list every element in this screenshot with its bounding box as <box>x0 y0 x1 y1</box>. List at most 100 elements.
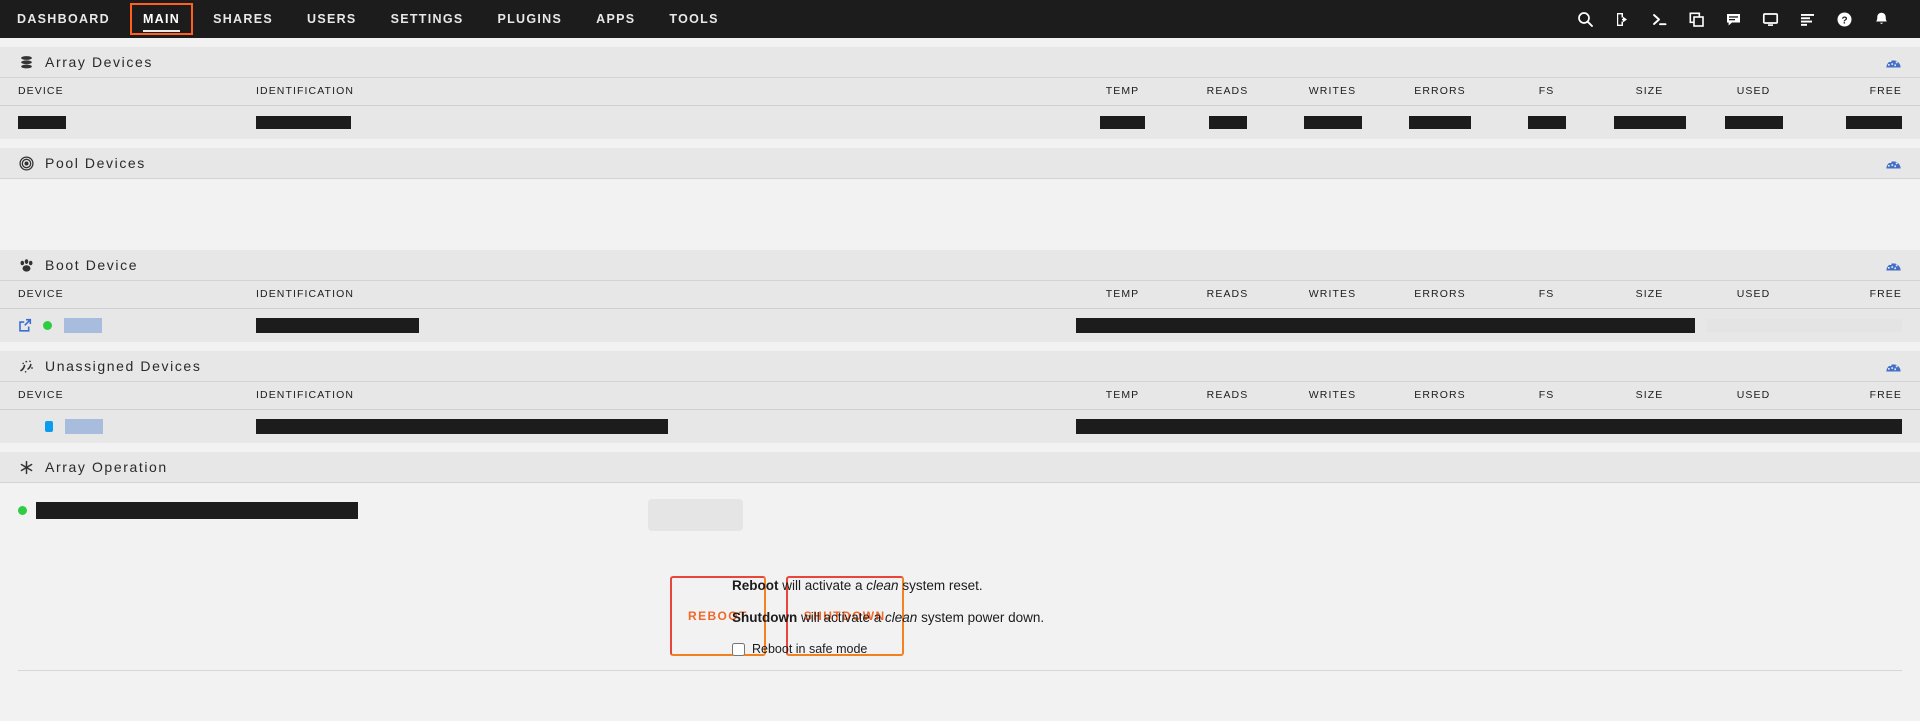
col-errors: ERRORS <box>1385 281 1495 309</box>
col-identification: IDENTIFICATION <box>250 78 1070 106</box>
redacted-device-name <box>64 418 103 434</box>
shutdown-description-bold: Shutdown <box>732 610 798 625</box>
col-reads: READS <box>1175 281 1280 309</box>
array-devices-header-row: DEVICE IDENTIFICATION TEMP READS WRITES … <box>0 78 1920 106</box>
col-writes: WRITES <box>1280 78 1385 106</box>
redacted-value <box>1208 115 1247 129</box>
redacted-value <box>256 418 668 434</box>
array-status-line <box>18 499 648 521</box>
table-row[interactable] <box>0 105 1920 139</box>
col-fs: FS <box>1495 382 1598 410</box>
shutdown-button[interactable]: SHUTDOWN <box>785 576 904 656</box>
reboot-description-bold: Reboot <box>732 578 779 593</box>
asterisk-icon <box>18 459 35 476</box>
cell-usage-bar <box>1701 308 1920 342</box>
status-square <box>45 420 54 432</box>
disk-platter-icon <box>18 155 35 172</box>
top-navigation-bar: DASHBOARD MAIN SHARES USERS SETTINGS PLU… <box>0 0 1920 38</box>
cell-fs <box>1495 105 1598 139</box>
monitor-icon[interactable] <box>1762 11 1779 28</box>
section-header-pool-devices: Pool Devices <box>0 148 1920 179</box>
redacted-value <box>1076 317 1695 333</box>
logout-icon[interactable] <box>1614 11 1631 28</box>
redacted-value <box>256 116 351 130</box>
bell-icon[interactable] <box>1873 11 1890 28</box>
globe-icon[interactable] <box>1885 258 1902 273</box>
nav-item-list: DASHBOARD MAIN SHARES USERS SETTINGS PLU… <box>0 0 736 38</box>
shutdown-description-em: clean <box>885 610 918 625</box>
terminal-icon[interactable] <box>1651 11 1668 28</box>
redacted-value <box>1076 418 1902 434</box>
col-temp: TEMP <box>1070 78 1175 106</box>
col-used: USED <box>1701 382 1806 410</box>
log-icon[interactable] <box>1799 11 1816 28</box>
col-identification: IDENTIFICATION <box>250 382 1070 410</box>
cell-device[interactable] <box>0 105 250 139</box>
svg-text:?: ? <box>1841 15 1847 26</box>
redacted-value <box>1846 115 1902 129</box>
col-writes: WRITES <box>1280 281 1385 309</box>
unassigned-devices-table: DEVICE IDENTIFICATION TEMP READS WRITES … <box>0 382 1920 443</box>
search-icon[interactable] <box>1577 11 1594 28</box>
nav-item-plugins[interactable]: PLUGINS <box>497 12 563 26</box>
globe-icon[interactable] <box>1885 156 1902 171</box>
table-row[interactable] <box>0 308 1920 342</box>
nav-item-apps[interactable]: APPS <box>596 12 636 26</box>
pool-devices-empty-body <box>0 179 1920 241</box>
section-header-unassigned-devices: Unassigned Devices <box>0 351 1920 382</box>
reboot-description-part2: system reset. <box>898 578 983 593</box>
nav-icon-group: ? <box>1577 11 1906 28</box>
col-temp: TEMP <box>1070 281 1175 309</box>
redacted-value <box>1409 115 1471 129</box>
paw-print-icon <box>18 257 35 274</box>
redacted-value <box>1303 115 1362 129</box>
col-fs: FS <box>1495 78 1598 106</box>
redacted-value <box>1527 115 1566 129</box>
nav-item-tools[interactable]: TOOLS <box>669 12 719 26</box>
reboot-description-em: clean <box>866 578 899 593</box>
database-stack-icon <box>18 54 35 71</box>
section-title-boot-device: Boot Device <box>45 257 139 273</box>
reboot-button[interactable]: REBOOT <box>670 576 766 656</box>
globe-icon[interactable] <box>1885 359 1902 374</box>
globe-icon[interactable] <box>1885 55 1902 70</box>
col-writes: WRITES <box>1280 382 1385 410</box>
array-operation-body <box>0 483 1920 536</box>
array-status-dot <box>18 505 27 515</box>
nav-item-settings[interactable]: SETTINGS <box>390 12 464 26</box>
cell-free <box>1806 105 1920 139</box>
array-action-button[interactable] <box>648 499 743 531</box>
cell-device[interactable] <box>0 409 250 443</box>
cell-reads <box>1175 105 1280 139</box>
section-title-pool-devices: Pool Devices <box>45 155 146 171</box>
section-title-array-devices: Array Devices <box>45 54 153 70</box>
help-icon[interactable]: ? <box>1836 11 1853 28</box>
redacted-array-status <box>36 501 358 519</box>
redacted-value <box>18 116 66 130</box>
power-descriptions: Reboot will activate a clean system rese… <box>670 576 1044 656</box>
reboot-description-part1: will activate a <box>778 578 867 593</box>
reboot-description: Reboot will activate a clean system rese… <box>732 578 1044 593</box>
chat-icon[interactable] <box>1725 11 1742 28</box>
shutdown-description-part1: will activate a <box>797 610 886 625</box>
copy-icon[interactable] <box>1688 11 1705 28</box>
bottom-divider <box>18 670 1902 671</box>
nav-item-main[interactable]: MAIN <box>129 3 194 35</box>
col-temp: TEMP <box>1070 382 1175 410</box>
section-actions-unassigned-devices <box>1885 359 1902 374</box>
table-row[interactable] <box>0 409 1920 443</box>
nav-item-shares[interactable]: SHARES <box>213 12 273 26</box>
col-size: SIZE <box>1598 382 1701 410</box>
redacted-value <box>1100 115 1145 129</box>
section-header-array-operation: Array Operation <box>0 452 1920 483</box>
cell-device[interactable] <box>0 308 250 342</box>
safe-mode-row[interactable]: Reboot in safe mode <box>732 642 1044 656</box>
power-buttons: REBOOT SHUTDOWN <box>18 576 904 656</box>
safe-mode-checkbox[interactable] <box>732 642 745 656</box>
cell-used <box>1701 105 1806 139</box>
array-status-area <box>18 499 648 536</box>
cell-temp <box>1070 105 1175 139</box>
external-link-icon[interactable] <box>18 318 32 333</box>
nav-item-dashboard[interactable]: DASHBOARD <box>17 12 110 26</box>
nav-item-users[interactable]: USERS <box>307 12 357 26</box>
